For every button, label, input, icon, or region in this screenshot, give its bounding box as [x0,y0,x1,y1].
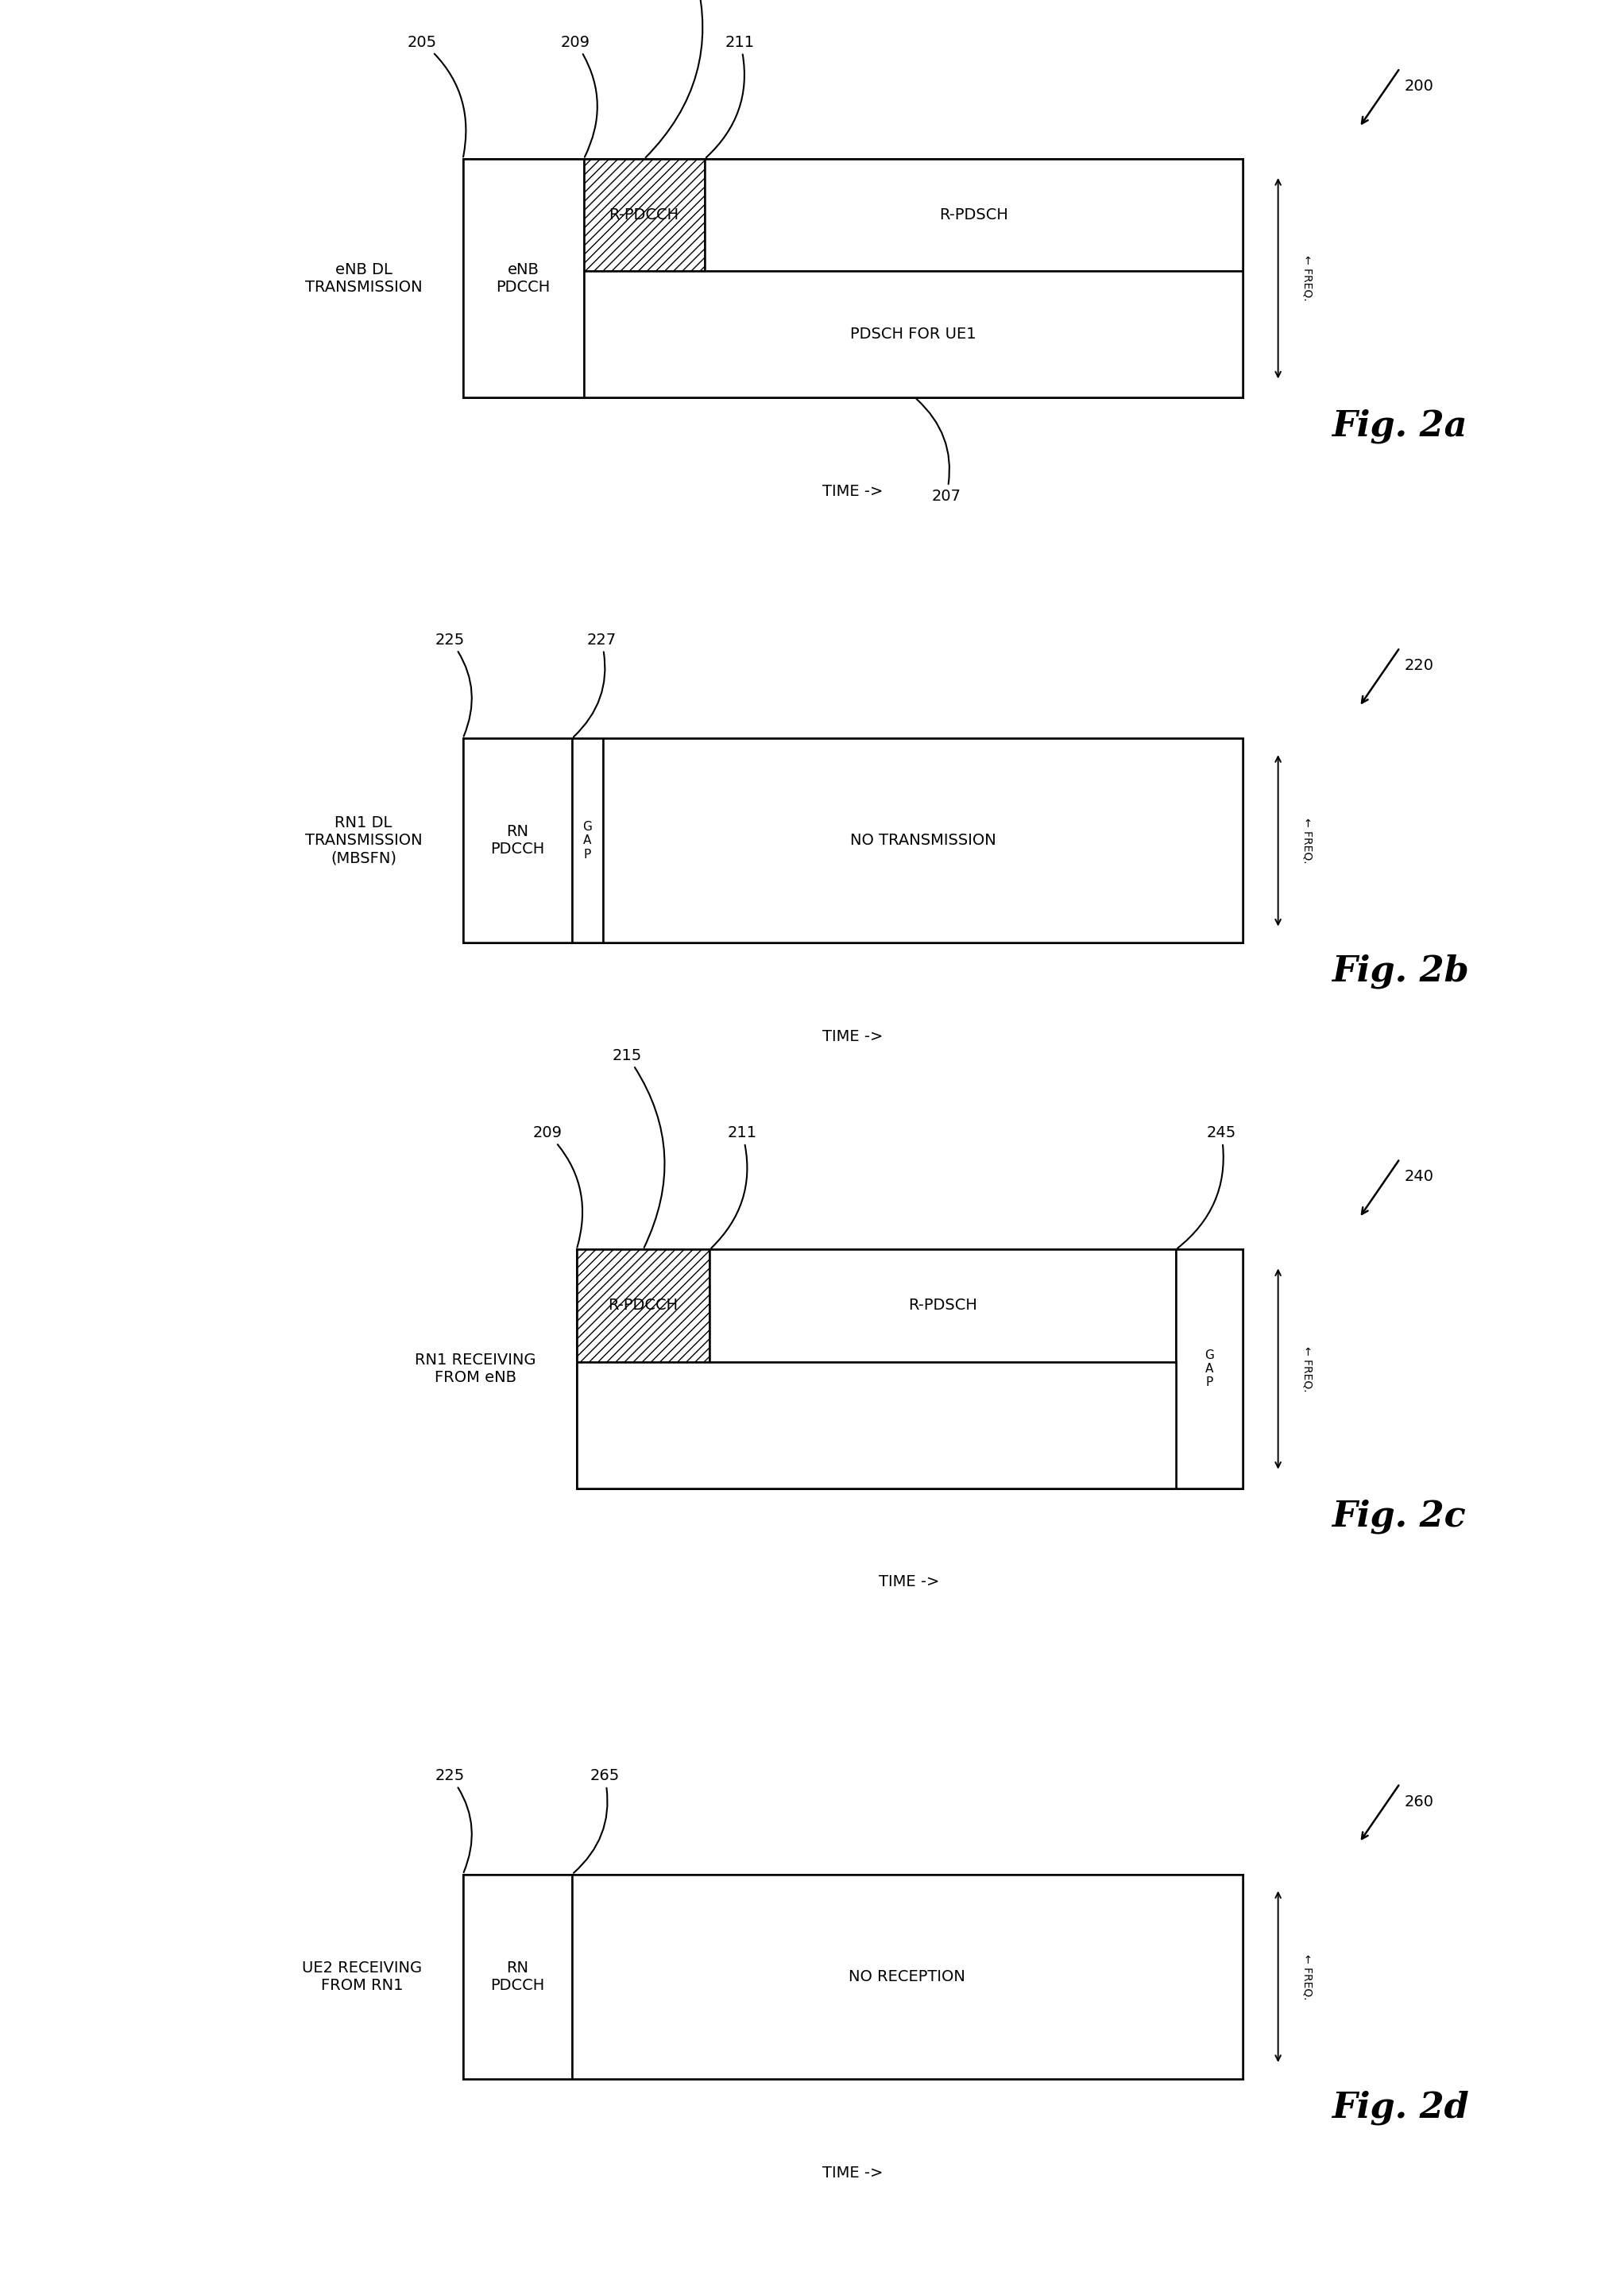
Bar [710,1250,1176,1361]
Text: 211: 211 [706,34,755,157]
Text: NO RECEPTION: NO RECEPTION [849,1970,966,1983]
Bar [572,1874,1242,2079]
Text: TIME ->: TIME -> [822,1029,883,1045]
Text: 200: 200 [1405,80,1434,93]
Text: eNB
PDCCH: eNB PDCCH [497,261,551,295]
Text: 260: 260 [1405,1795,1434,1809]
Bar [583,270,1242,398]
Text: 227: 227 [573,632,615,736]
Bar [463,159,583,398]
Text: TIME ->: TIME -> [879,1574,940,1590]
Text: Fig. 2b: Fig. 2b [1332,954,1470,988]
Text: UE2 RECEIVING
FROM RN1: UE2 RECEIVING FROM RN1 [302,1961,422,1993]
Bar [463,1874,1242,2079]
Text: eNB DL
TRANSMISSION: eNB DL TRANSMISSION [305,261,422,295]
Text: RN1 RECEIVING
FROM eNB: RN1 RECEIVING FROM eNB [414,1352,536,1386]
Text: 265: 265 [573,1768,619,1872]
Bar [603,738,1242,943]
Bar [463,738,1242,943]
Text: RN
PDCCH: RN PDCCH [490,1961,544,1993]
Bar [577,1361,1176,1488]
Text: 215: 215 [646,0,708,157]
Text: TIME ->: TIME -> [822,2165,883,2181]
Text: 207: 207 [916,400,961,504]
Bar [583,159,705,270]
Text: RN
PDCCH: RN PDCCH [490,825,544,857]
Text: 220: 220 [1405,659,1434,673]
Text: ← FREQ.: ← FREQ. [1302,254,1312,302]
Text: Fig. 2c: Fig. 2c [1332,1500,1466,1534]
Text: RN1 DL
TRANSMISSION
(MBSFN): RN1 DL TRANSMISSION (MBSFN) [305,816,422,866]
Bar [1176,1250,1242,1488]
Text: ← FREQ.: ← FREQ. [1302,1954,1312,1999]
Text: 209: 209 [533,1125,583,1247]
Text: NO TRANSMISSION: NO TRANSMISSION [849,834,996,847]
Bar [463,159,1242,398]
Text: Fig. 2d: Fig. 2d [1332,2090,1470,2124]
Text: 211: 211 [711,1125,757,1247]
Text: PDSCH FOR UE1: PDSCH FOR UE1 [849,327,976,341]
Bar [463,1874,572,2079]
Text: R-PDSCH: R-PDSCH [939,207,1009,223]
Text: 215: 215 [612,1047,664,1247]
Bar [577,1250,1242,1488]
Bar [583,159,705,270]
Text: G
A
P: G A P [583,820,593,861]
Bar [705,159,1242,270]
Bar [463,738,572,943]
Bar [577,1250,710,1361]
Text: 225: 225 [435,632,473,736]
Text: R-PDSCH: R-PDSCH [908,1297,978,1313]
Bar [572,738,603,943]
Text: R-PDCCH: R-PDCCH [609,207,679,223]
Text: 240: 240 [1405,1170,1434,1184]
Text: R-PDCCH: R-PDCCH [607,1297,679,1313]
Text: 205: 205 [408,34,466,157]
Bar [577,1250,710,1361]
Text: 225: 225 [435,1768,473,1872]
Text: TIME ->: TIME -> [822,484,883,500]
Text: 245: 245 [1177,1125,1236,1247]
Text: G
A
P: G A P [1205,1350,1213,1388]
Text: Fig. 2a: Fig. 2a [1332,409,1466,443]
Text: ← FREQ.: ← FREQ. [1302,1345,1312,1393]
Text: 209: 209 [560,34,598,157]
Text: ← FREQ.: ← FREQ. [1302,818,1312,863]
